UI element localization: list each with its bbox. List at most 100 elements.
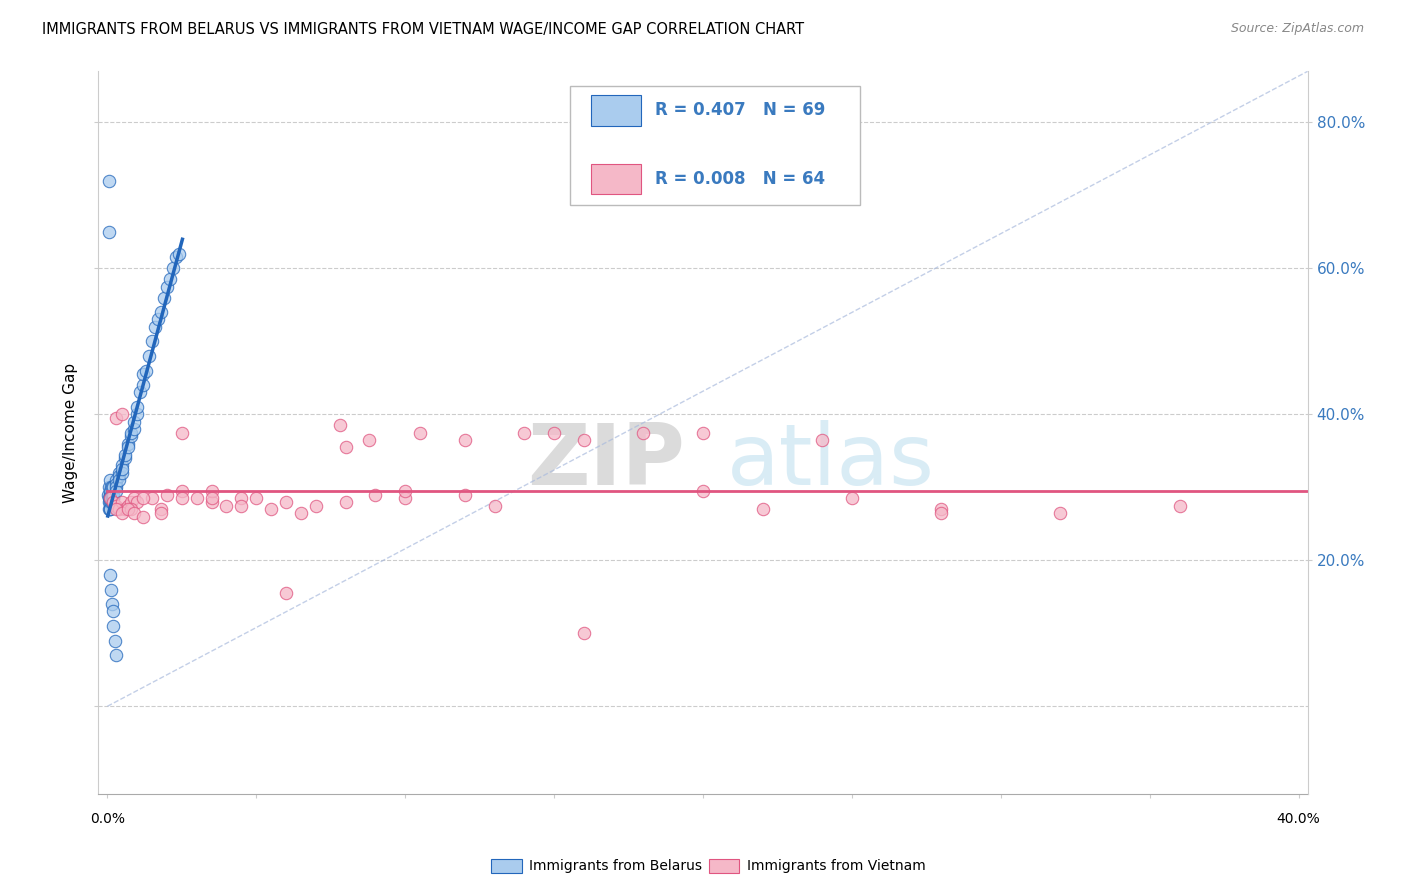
Point <box>108 502 131 516</box>
Point <box>200 495 222 509</box>
Text: 40.0%: 40.0% <box>1277 812 1320 826</box>
Point <box>186 491 208 506</box>
Point <box>98 568 121 582</box>
Point <box>484 499 506 513</box>
Point <box>97 174 120 188</box>
Point <box>305 499 328 513</box>
Y-axis label: Wage/Income Gap: Wage/Income Gap <box>63 362 79 503</box>
Point <box>111 495 134 509</box>
Point <box>98 473 121 487</box>
Point <box>100 480 122 494</box>
Point <box>98 225 121 239</box>
Point <box>114 448 136 462</box>
Point <box>97 488 120 502</box>
Point <box>98 502 121 516</box>
Point <box>122 415 145 429</box>
Point <box>394 483 416 498</box>
Point <box>165 251 187 265</box>
Point <box>98 483 121 498</box>
Point <box>132 491 155 506</box>
Point <box>100 488 122 502</box>
Point <box>105 502 128 516</box>
Point <box>929 506 952 520</box>
Text: Immigrants from Belarus: Immigrants from Belarus <box>529 859 702 873</box>
Point <box>751 502 773 516</box>
Point <box>101 495 124 509</box>
Point <box>200 491 222 506</box>
Text: ZIP: ZIP <box>527 420 685 503</box>
Point <box>101 597 124 611</box>
Point <box>114 502 136 516</box>
Point <box>101 491 124 506</box>
Point <box>692 425 714 440</box>
Point <box>105 480 128 494</box>
Point <box>98 495 121 509</box>
Point <box>117 499 139 513</box>
Point <box>162 261 184 276</box>
Point <box>117 502 139 516</box>
Point <box>274 586 297 600</box>
Point <box>231 499 253 513</box>
Point <box>105 483 128 498</box>
Point <box>543 425 565 440</box>
Point <box>359 433 381 447</box>
Point <box>692 483 714 498</box>
Point <box>1168 499 1191 513</box>
Point <box>513 425 536 440</box>
Point <box>103 495 125 509</box>
Point <box>1049 506 1071 520</box>
Point <box>98 495 121 509</box>
Point <box>132 378 155 392</box>
Point <box>104 633 127 648</box>
Point <box>103 495 125 509</box>
Point <box>122 491 145 506</box>
Point <box>105 411 128 425</box>
Point <box>98 488 121 502</box>
Point <box>156 488 179 502</box>
Point <box>108 473 131 487</box>
FancyBboxPatch shape <box>591 95 641 126</box>
Point <box>111 466 134 480</box>
Point <box>149 305 172 319</box>
Point <box>156 279 179 293</box>
Point <box>97 491 120 506</box>
Point <box>101 488 124 502</box>
Text: IMMIGRANTS FROM BELARUS VS IMMIGRANTS FROM VIETNAM WAGE/INCOME GAP CORRELATION C: IMMIGRANTS FROM BELARUS VS IMMIGRANTS FR… <box>42 22 804 37</box>
Point <box>394 491 416 506</box>
Point <box>153 291 176 305</box>
Point <box>100 488 122 502</box>
Point <box>105 648 128 663</box>
Point <box>364 488 387 502</box>
Point <box>170 483 193 498</box>
Point <box>101 604 124 618</box>
Point <box>127 408 149 422</box>
Point <box>811 433 834 447</box>
Point <box>260 502 283 516</box>
Point <box>114 451 136 466</box>
Point <box>97 480 120 494</box>
Point <box>129 385 152 400</box>
Point <box>633 425 655 440</box>
Point <box>105 476 128 491</box>
Point <box>335 440 357 454</box>
Point <box>101 480 124 494</box>
Point <box>149 506 172 520</box>
Point <box>929 502 952 516</box>
Point <box>98 502 121 516</box>
Point <box>122 506 145 520</box>
Point <box>159 272 181 286</box>
Point <box>127 400 149 414</box>
Text: R = 0.407   N = 69: R = 0.407 N = 69 <box>655 102 825 120</box>
Point <box>103 491 125 506</box>
Point <box>170 425 193 440</box>
Point <box>120 425 142 440</box>
Point <box>120 495 142 509</box>
Point <box>141 491 163 506</box>
FancyBboxPatch shape <box>569 86 860 205</box>
Point <box>108 466 131 480</box>
Point <box>111 462 134 476</box>
Point <box>245 491 267 506</box>
Point <box>170 491 193 506</box>
Point <box>132 368 155 382</box>
Point <box>117 440 139 454</box>
